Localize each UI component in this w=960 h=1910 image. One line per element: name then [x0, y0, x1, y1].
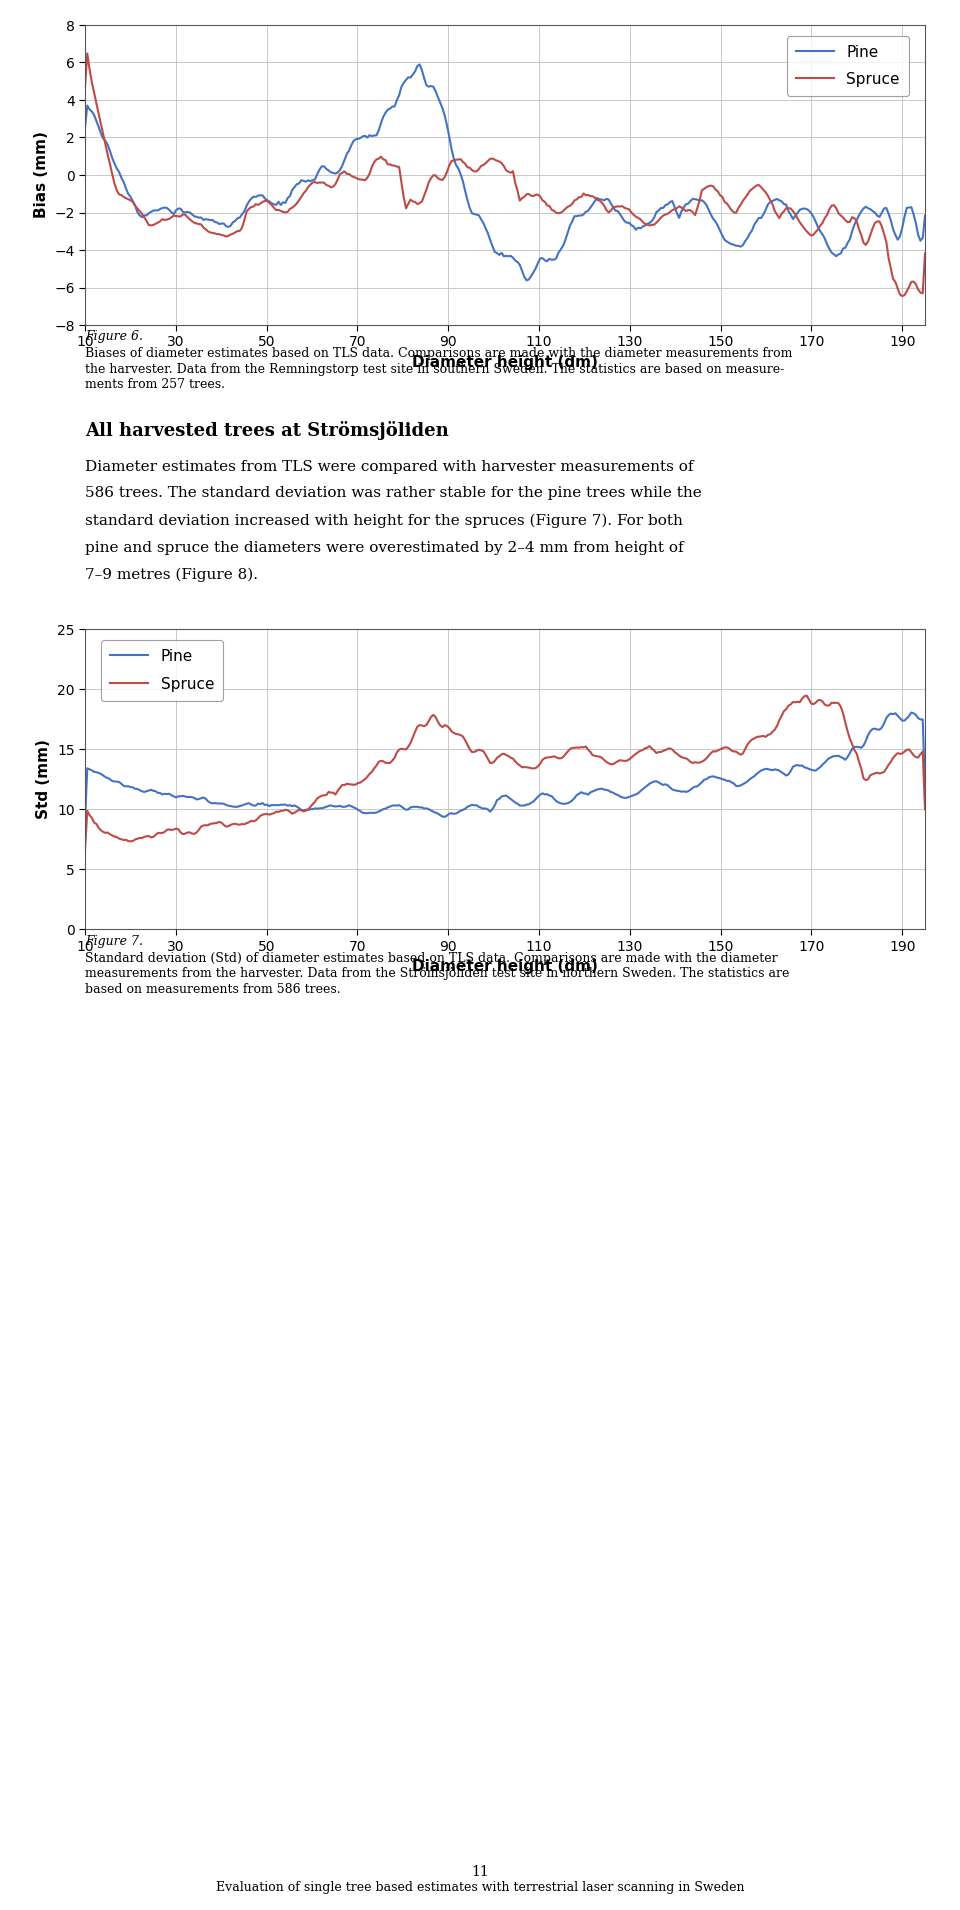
Pine — [769, 758, 780, 781]
Pine — [774, 189, 785, 212]
Spruce — [80, 76, 91, 99]
Text: Figure 7.: Figure 7. — [85, 934, 143, 947]
Y-axis label: Std (mm): Std (mm) — [36, 739, 52, 819]
Pine — [920, 777, 931, 800]
Spruce — [82, 42, 93, 65]
Text: Evaluation of single tree based estimates with terrestrial laser scanning in Swe: Evaluation of single tree based estimate… — [216, 1881, 744, 1895]
Spruce — [419, 183, 430, 206]
Line: Spruce: Spruce — [85, 53, 925, 296]
Pine — [419, 67, 430, 90]
Pine — [80, 810, 91, 833]
Spruce — [80, 838, 91, 861]
Line: Spruce: Spruce — [85, 695, 925, 850]
Spruce — [409, 191, 420, 214]
Text: Standard deviation (Std) of diameter estimates based on TLS data. Comparisons ar: Standard deviation (Std) of diameter est… — [85, 951, 778, 965]
Spruce — [920, 243, 931, 265]
Pine — [691, 775, 703, 798]
Text: All harvested trees at Strömsjöliden: All harvested trees at Strömsjöliden — [85, 422, 448, 441]
Text: ments from 257 trees.: ments from 257 trees. — [85, 378, 225, 392]
Text: measurements from the harvester. Data from the Strömsjöliden test site in northe: measurements from the harvester. Data fr… — [85, 966, 789, 980]
Legend: Pine, Spruce: Pine, Spruce — [101, 640, 224, 701]
Spruce — [228, 222, 239, 244]
Pine — [814, 220, 826, 243]
Pine — [416, 796, 427, 819]
X-axis label: Diameter height (dm): Diameter height (dm) — [412, 959, 598, 974]
Text: 11: 11 — [471, 1864, 489, 1879]
Text: Diameter estimates from TLS were compared with harvester measurements of: Diameter estimates from TLS were compare… — [85, 460, 693, 474]
Y-axis label: Bias (mm): Bias (mm) — [34, 132, 49, 218]
Line: Pine: Pine — [85, 65, 925, 281]
Pine — [225, 795, 236, 817]
Text: 586 trees. The standard deviation was rather stable for the pine trees while the: 586 trees. The standard deviation was ra… — [85, 487, 702, 500]
Pine — [521, 269, 533, 292]
Pine — [905, 701, 917, 724]
Text: Figure 6.: Figure 6. — [85, 330, 143, 344]
Line: Pine: Pine — [85, 712, 925, 821]
Spruce — [225, 814, 236, 837]
Spruce — [407, 726, 419, 749]
Spruce — [801, 684, 812, 707]
Text: the harvester. Data from the Remningstorp test site in southern Sweden. The stat: the harvester. Data from the Remningstor… — [85, 363, 784, 376]
Pine — [225, 214, 236, 237]
Text: pine and spruce the diameters were overestimated by 2–4 mm from height of: pine and spruce the diameters were overe… — [85, 541, 684, 554]
Pine — [810, 758, 822, 781]
X-axis label: Diameter height (dm): Diameter height (dm) — [412, 355, 598, 371]
Spruce — [812, 218, 824, 241]
Pine — [407, 63, 419, 86]
Pine — [80, 117, 91, 139]
Spruce — [694, 189, 706, 212]
Text: standard deviation increased with height for the spruces (Figure 7). For both: standard deviation increased with height… — [85, 514, 683, 527]
Text: 7–9 metres (Figure 8).: 7–9 metres (Figure 8). — [85, 567, 258, 583]
Spruce — [897, 285, 908, 308]
Spruce — [691, 751, 703, 774]
Text: based on measurements from 586 trees.: based on measurements from 586 trees. — [85, 982, 341, 995]
Spruce — [769, 718, 780, 741]
Legend: Pine, Spruce: Pine, Spruce — [786, 36, 909, 96]
Pine — [920, 204, 931, 227]
Spruce — [920, 798, 931, 821]
Pine — [696, 189, 708, 212]
Spruce — [812, 690, 824, 712]
Spruce — [416, 714, 427, 737]
Text: Biases of diameter estimates based on TLS data. Comparisons are made with the di: Biases of diameter estimates based on TL… — [85, 348, 792, 359]
Pine — [414, 53, 425, 76]
Pine — [407, 795, 419, 817]
Spruce — [771, 202, 782, 225]
